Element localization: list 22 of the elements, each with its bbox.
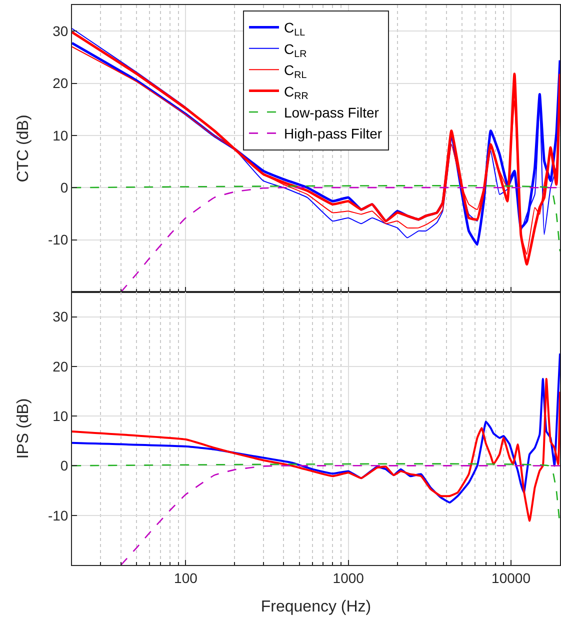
legend-label: C$_{RL}$: [284, 62, 308, 81]
y-tick-label: 30: [52, 22, 68, 39]
y-tick-label: 20: [52, 75, 68, 92]
x-tick-label: 1000: [332, 570, 364, 586]
y-tick-label: 0: [60, 180, 68, 196]
y-axis-title: IPS (dB): [14, 398, 32, 459]
y-axis-title: CTC (dB): [14, 114, 32, 182]
y-tick-label: 20: [52, 358, 68, 374]
y-tick-label: 30: [52, 308, 68, 325]
legend-label: C$_{LR}$: [284, 40, 307, 60]
x-axis-title: Frequency (Hz): [260, 598, 372, 616]
legend-label: C$_{LL}$: [284, 20, 306, 39]
legend-label: C$_{RR}$: [284, 83, 308, 102]
y-tick-label: -10: [48, 232, 68, 248]
legend-label: High-pass Filter: [284, 126, 382, 142]
x-tick-label: 10000: [492, 570, 531, 586]
y-tick-label: 10: [52, 127, 68, 144]
legend-label: Low-pass Filter: [284, 104, 380, 120]
y-tick-label: 10: [52, 408, 68, 424]
y-tick-label: 0: [60, 458, 68, 474]
y-tick-label: -10: [48, 507, 68, 524]
x-tick-label: 100: [174, 570, 198, 586]
